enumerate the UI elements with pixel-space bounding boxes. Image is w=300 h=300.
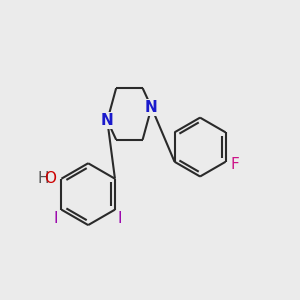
Text: N: N: [145, 100, 158, 115]
Text: H: H: [38, 171, 49, 186]
Text: F: F: [231, 157, 240, 172]
Text: I: I: [117, 211, 122, 226]
Text: N: N: [101, 113, 114, 128]
Text: I: I: [54, 211, 58, 226]
Text: O: O: [44, 171, 56, 186]
